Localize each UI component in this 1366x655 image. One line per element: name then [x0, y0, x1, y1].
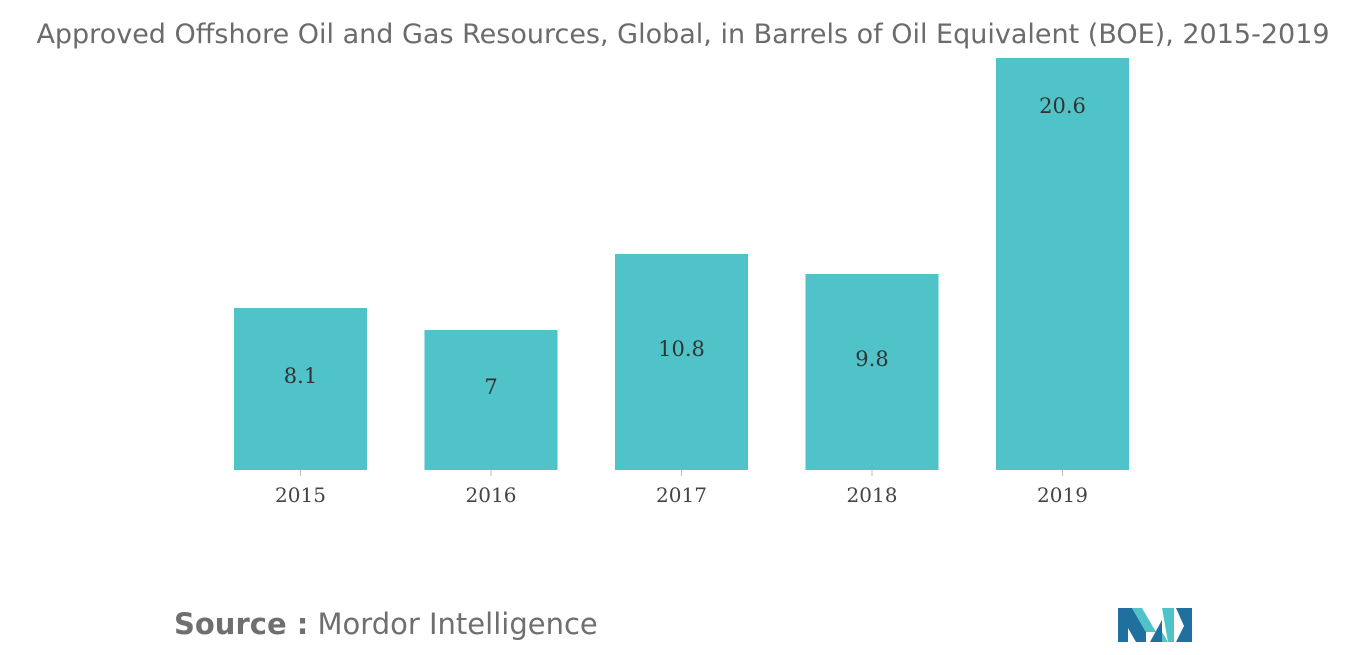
chart-title: Approved Offshore Oil and Gas Resources,…	[36, 19, 1330, 50]
data-label-2017: 10.8	[658, 337, 705, 361]
x-tick-label-2016: 2016	[466, 483, 517, 507]
bar-2019	[996, 58, 1129, 470]
bar-2016	[424, 330, 558, 470]
source-text: Mordor Intelligence	[317, 607, 598, 641]
data-label-2016: 7	[484, 375, 497, 399]
x-tick-label-2019: 2019	[1037, 483, 1088, 507]
source-note: Source : Mordor Intelligence	[174, 607, 598, 641]
bar-2015	[234, 308, 367, 470]
x-tick-label-2015: 2015	[275, 483, 326, 507]
data-label-2019: 20.6	[1039, 94, 1086, 118]
data-label-2015: 8.1	[284, 364, 317, 388]
source-label: Source :	[174, 607, 309, 641]
mordor-intelligence-logo-icon	[1118, 608, 1192, 642]
bar-2018	[805, 274, 939, 470]
x-tick-label-2018: 2018	[847, 483, 898, 507]
x-tick-label-2017: 2017	[656, 483, 707, 507]
data-label-2018: 9.8	[855, 347, 888, 371]
bar-2017	[615, 254, 748, 470]
